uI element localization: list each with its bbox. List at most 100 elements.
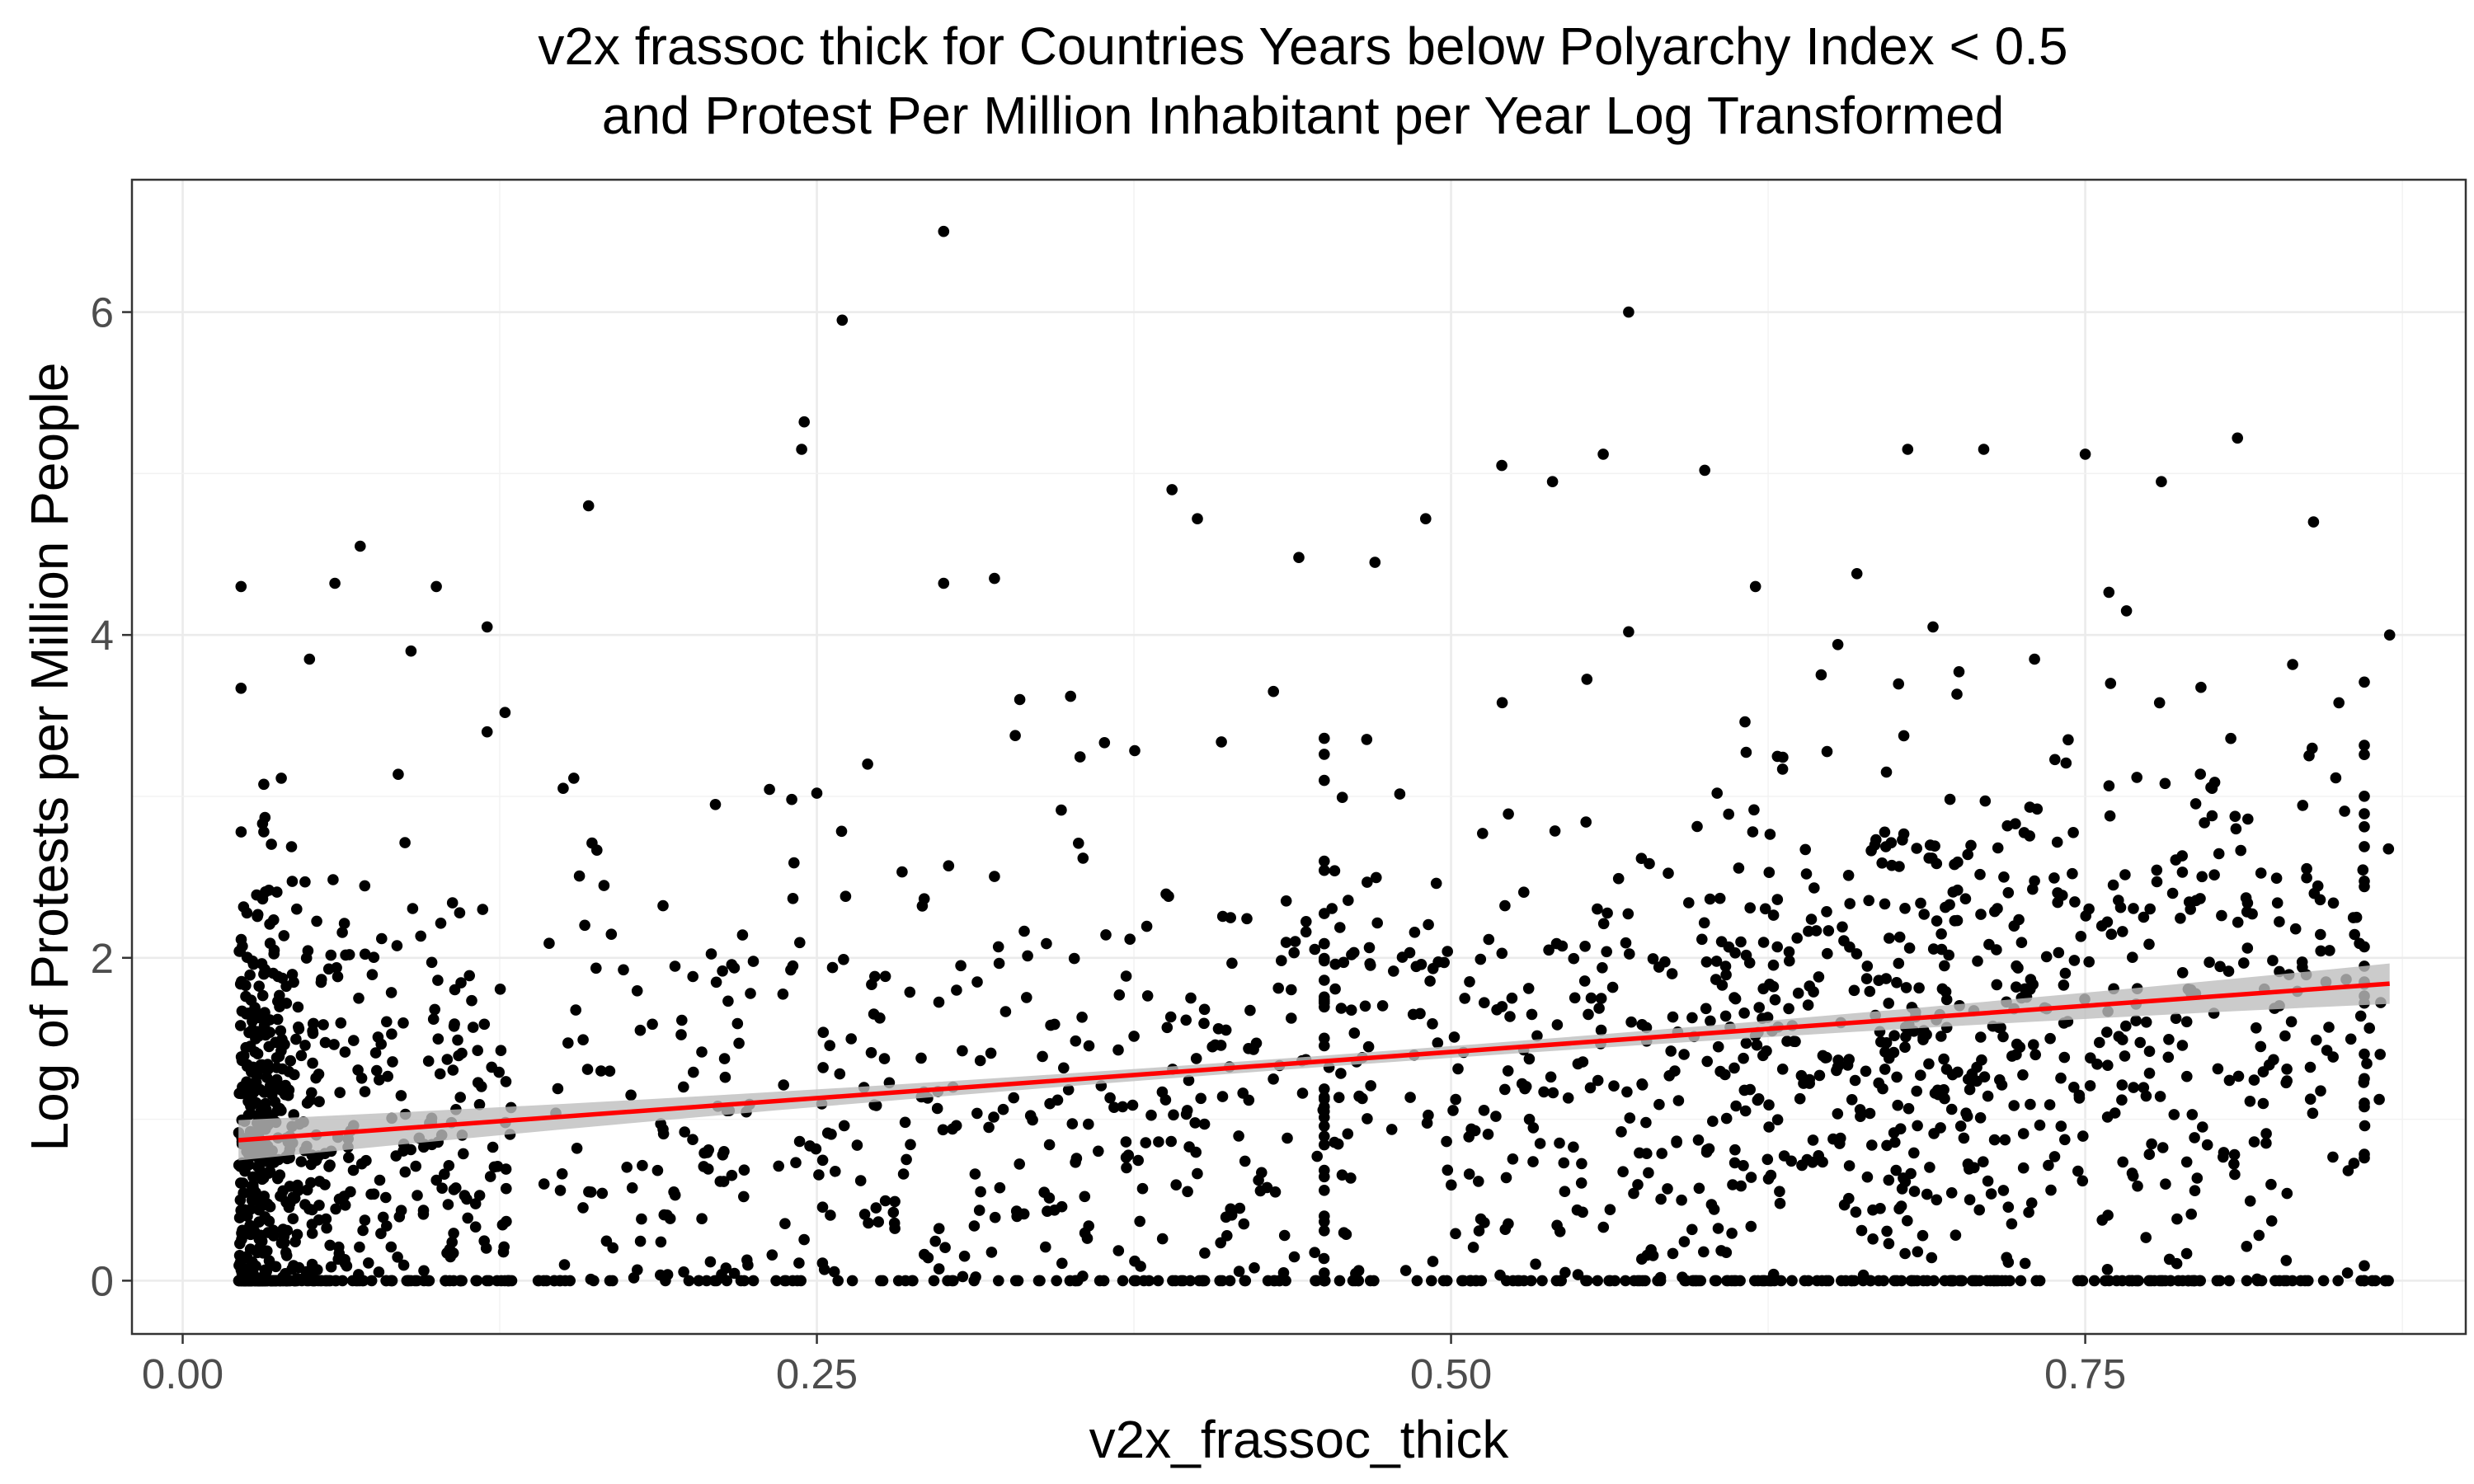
data-point [1175,1275,1188,1287]
data-point [2321,1045,2333,1056]
data-point [2085,1052,2096,1064]
data-point [442,1199,454,1210]
data-point [1863,895,1874,907]
data-point [368,1188,380,1200]
data-point [2332,1275,2344,1287]
data-point [1947,886,1959,898]
data-point [1958,1132,1970,1144]
data-point [1128,1031,1140,1042]
data-point [660,1275,671,1287]
data-point [2361,1058,2373,1069]
data-point [1738,1007,1750,1019]
data-point [562,1037,574,1049]
data-point [718,1053,731,1064]
data-point [270,1073,283,1086]
data-point [1215,1237,1226,1249]
data-point [1870,834,1882,846]
data-point [1893,957,1905,970]
data-point [1504,1011,1516,1022]
data-point [2186,1109,2199,1120]
data-point [1676,1194,1687,1206]
data-point [240,1087,252,1098]
data-point [557,782,569,794]
data-point [2083,956,2095,968]
data-point [1065,690,1076,702]
data-point [669,960,681,972]
data-point [678,1081,689,1093]
data-point [292,1001,304,1013]
data-point [824,1040,835,1051]
data-point [889,1223,901,1234]
data-point [434,1068,446,1080]
data-point [538,1178,550,1190]
data-point [1900,1031,1912,1043]
data-point [2119,869,2131,881]
data-point [381,1016,393,1028]
data-point [347,1164,360,1176]
data-point [1879,1064,1891,1075]
data-point [268,948,280,960]
data-point [2029,875,2040,887]
data-point [951,984,962,996]
data-point [1049,1018,1061,1031]
data-point [825,1209,836,1221]
data-point [1692,1134,1705,1146]
data-point [889,1195,901,1208]
data-point [1883,998,1894,1009]
data-point [2350,911,2363,923]
data-point [786,793,797,805]
data-point [1543,944,1554,956]
data-point [1286,1012,1297,1024]
data-point [1881,1225,1893,1237]
data-point [2333,697,2345,709]
x-tick-label: 0.75 [2044,1350,2126,1397]
data-point [1893,678,1904,690]
data-point [2213,848,2225,860]
data-point [1161,1021,1174,1034]
data-point [2232,916,2244,928]
data-point [1888,1030,1900,1041]
data-point [1923,1058,1935,1070]
data-point [301,1097,313,1109]
data-point [324,1239,336,1252]
data-point [2180,1156,2193,1168]
data-point [1424,975,1436,987]
data-point [2067,827,2079,838]
data-point [2238,957,2250,969]
data-point [289,1236,301,1247]
data-point [1710,956,1723,967]
data-point [1093,1145,1104,1158]
data-point [1074,751,1086,763]
data-point [429,1003,440,1016]
data-point [500,1076,512,1087]
data-point [2052,896,2063,909]
data-point [2383,629,2396,641]
data-point [441,1054,454,1065]
data-point [1902,444,1914,455]
data-point [605,928,618,940]
data-point [1021,992,1032,1003]
data-point [1140,1137,1152,1148]
data-point [1769,993,1781,1006]
data-point [1450,1228,1461,1240]
data-point [1665,1045,1677,1057]
data-point [705,948,717,960]
data-point [579,919,590,932]
data-point [2079,448,2091,460]
data-point [1899,1176,1912,1188]
data-point [313,1214,325,1226]
data-point [1997,1031,2009,1043]
data-point [1475,953,1487,965]
data-point [854,1175,867,1186]
data-point [577,1202,589,1214]
data-point [1860,973,1873,984]
data-point [259,1211,271,1223]
data-point [2073,1092,2086,1104]
data-point [1518,886,1530,898]
data-point [1058,1062,1070,1074]
data-point [1336,791,1348,803]
data-point [1185,992,1197,1004]
data-point [242,1096,254,1107]
data-point [1388,965,1399,977]
